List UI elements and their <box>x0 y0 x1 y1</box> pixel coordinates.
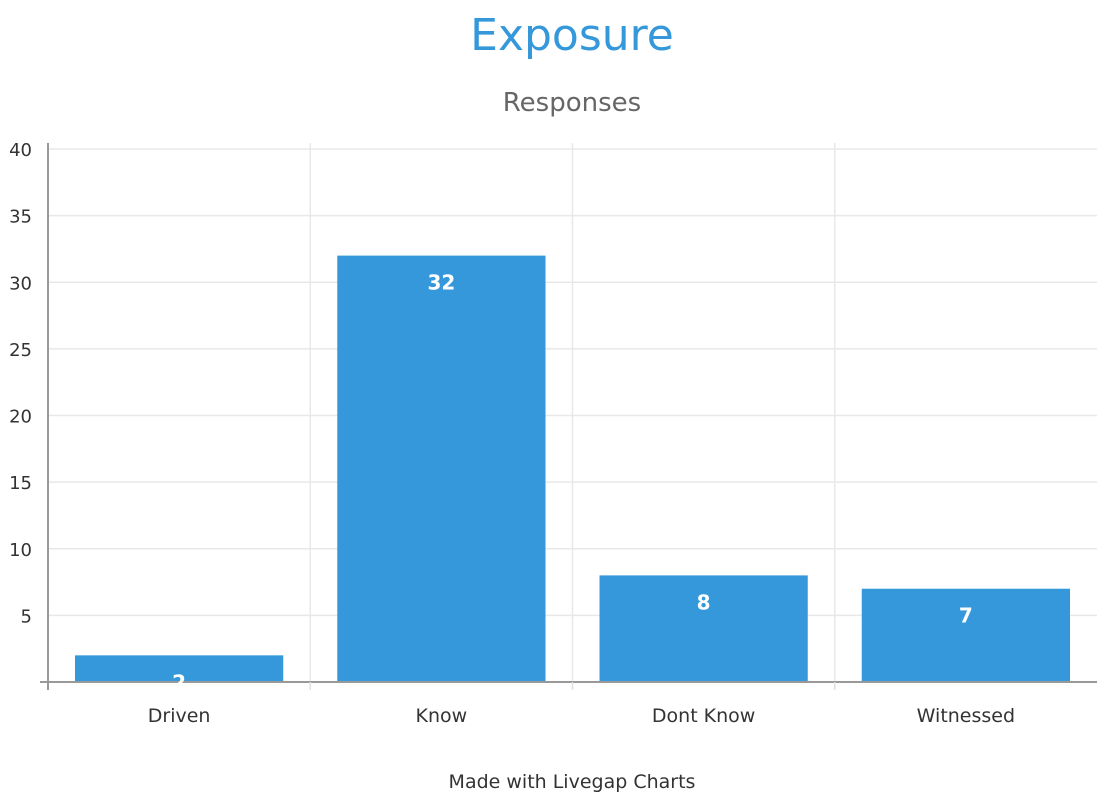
data-label: 8 <box>697 590 711 614</box>
bar-know[interactable] <box>337 255 546 682</box>
footer-credit: Made with Livegap Charts <box>449 771 696 793</box>
bars <box>75 255 1070 682</box>
bar-dont-know[interactable] <box>599 575 808 682</box>
data-labels: 2 32 8 7 <box>172 271 973 695</box>
y-tick-label: 5 <box>21 606 32 627</box>
y-tick-label: 40 <box>9 140 32 161</box>
y-tick-label: 15 <box>9 473 32 494</box>
y-tick-label: 10 <box>9 540 32 561</box>
axes <box>40 143 1097 690</box>
bar-witnessed[interactable] <box>861 588 1070 682</box>
x-axis-ticks: Driven Know Dont Know Witnessed <box>148 705 1015 727</box>
data-label: 7 <box>959 604 973 628</box>
data-label: 2 <box>172 670 186 694</box>
y-tick-label: 25 <box>9 340 32 361</box>
chart-subtitle: Responses <box>503 88 641 118</box>
y-tick-label: 35 <box>9 207 32 228</box>
y-tick-label: 30 <box>9 273 32 294</box>
y-tick-label: 20 <box>9 407 32 428</box>
x-tick-label: Witnessed <box>917 705 1015 727</box>
y-axis-ticks: 5 10 15 20 25 30 35 40 <box>9 140 32 627</box>
x-tick-label: Driven <box>148 705 211 727</box>
data-label: 32 <box>427 271 455 295</box>
gridlines <box>48 143 1097 682</box>
x-tick-label: Dont Know <box>652 705 755 727</box>
x-tick-label: Know <box>416 705 468 727</box>
bar-driven[interactable] <box>75 655 284 682</box>
chart-title: Exposure <box>470 10 674 61</box>
